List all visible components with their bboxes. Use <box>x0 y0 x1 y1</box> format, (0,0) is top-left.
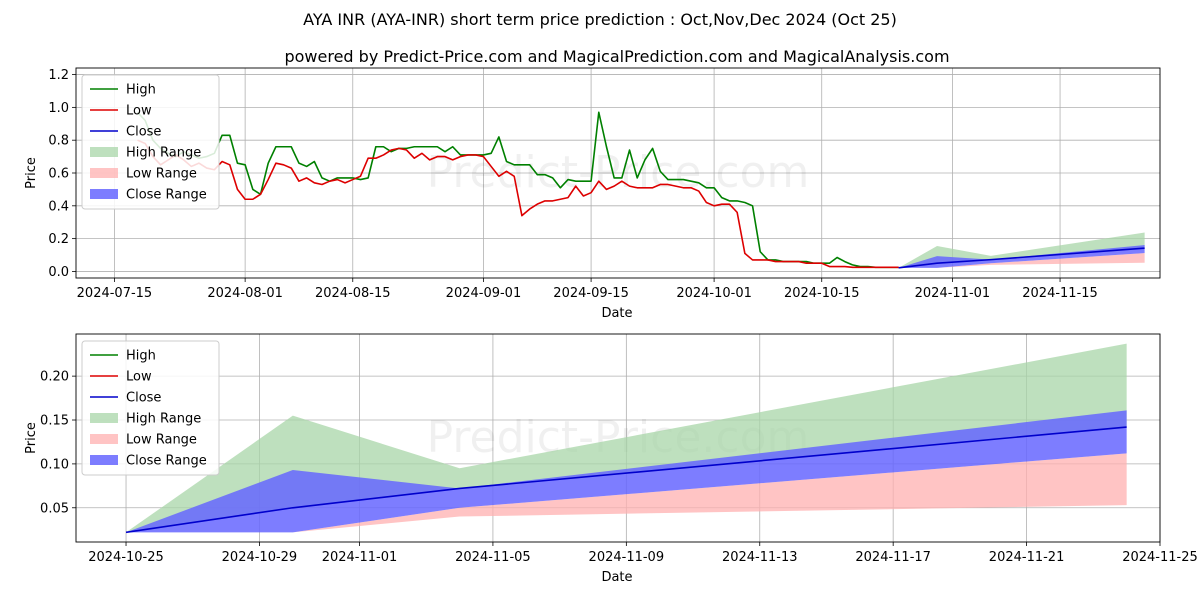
legend-swatch-high-range <box>90 413 118 423</box>
legend-swatch-close-range <box>90 189 118 199</box>
y-tick-label: 0.6 <box>48 167 69 182</box>
legend-label: Low Range <box>126 167 197 182</box>
legend-swatch-high-range <box>90 147 118 157</box>
legend-label: High Range <box>126 412 201 427</box>
low-series-line <box>137 139 899 269</box>
x-tick-label: 2024-10-25 <box>88 550 164 565</box>
chart-title: AYA INR (AYA-INR) short term price predi… <box>303 10 897 29</box>
legend-label: High <box>126 83 156 98</box>
legend-label: Close Range <box>126 188 207 203</box>
legend: High Low Close High Range Low Range Close Ran… <box>81 74 220 210</box>
legend-label: Close Range <box>126 454 207 469</box>
axes-frame <box>75 333 1161 543</box>
chart-subtitle: powered by Predict-Price.com and Magical… <box>284 47 949 66</box>
x-tick-label: 2024-11-21 <box>989 550 1065 565</box>
legend-label: Low <box>126 104 152 119</box>
y-tick-label: 0.2 <box>48 232 69 247</box>
legend-label: Low Range <box>126 433 197 448</box>
plot-area <box>125 343 1127 534</box>
overview-panel: 2024-07-15 2024-08-01 2024-08-15 2024-09-01… <box>24 67 1161 321</box>
x-tick-label: 2024-11-15 <box>1022 286 1098 301</box>
close-series-line <box>898 247 1145 269</box>
close-range-band <box>126 410 1127 533</box>
y-tick-label: 1.2 <box>48 68 69 83</box>
forecast-zoom-panel: 2024-10-25 2024-10-29 2024-11-01 2024-11-05… <box>24 333 1198 585</box>
x-tick-label: 2024-08-01 <box>207 286 283 301</box>
low-range-band <box>898 253 1145 268</box>
x-axis-label: Date <box>601 570 632 585</box>
x-tick-label: 2024-11-01 <box>915 286 991 301</box>
legend-swatch-low-range <box>90 434 118 444</box>
y-tick-label: 0.15 <box>40 414 69 429</box>
x-axis-label: Date <box>601 306 632 321</box>
x-tick-label: 2024-09-15 <box>553 286 629 301</box>
y-tick-label: 1.0 <box>48 101 69 116</box>
y-axis-label: Price <box>24 422 39 454</box>
legend: High Low Close High Range Low Range Close Ran… <box>81 340 220 476</box>
x-tick-label: 2024-11-25 <box>1122 550 1198 565</box>
legend-label: Close <box>126 125 161 140</box>
y-tick-label: 0.10 <box>40 457 69 472</box>
low-range-band <box>126 453 1127 533</box>
y-tick-label: 0.4 <box>48 199 69 214</box>
x-tick-label: 2024-11-17 <box>855 550 931 565</box>
watermark-text: Predict-Price.com <box>427 147 810 198</box>
close-series-line <box>125 426 1127 534</box>
legend-swatch-low-range <box>90 168 118 178</box>
legend-label: High Range <box>126 146 201 161</box>
x-tick-label: 2024-11-01 <box>322 550 398 565</box>
y-tick-label: 0.0 <box>48 265 69 280</box>
x-tick-label: 2024-09-01 <box>446 286 522 301</box>
legend-swatch-close-range <box>90 455 118 465</box>
x-tick-label: 2024-11-13 <box>722 550 798 565</box>
y-axis-label: Price <box>24 157 39 189</box>
x-tick-label: 2024-08-15 <box>315 286 391 301</box>
x-tick-label: 2024-10-29 <box>222 550 298 565</box>
y-tick-label: 0.05 <box>40 501 69 516</box>
y-tick-label: 0.20 <box>40 370 69 385</box>
x-tick-label: 2024-11-05 <box>455 550 531 565</box>
plot-area <box>136 111 1145 269</box>
legend-label: High <box>126 349 156 364</box>
x-tick-label: 2024-10-01 <box>676 286 752 301</box>
x-tick-label: 2024-11-09 <box>589 550 665 565</box>
x-tick-label: 2024-07-15 <box>77 286 153 301</box>
x-tick-label: 2024-10-15 <box>784 286 860 301</box>
y-tick-label: 0.8 <box>48 134 69 149</box>
high-series-line <box>136 111 899 269</box>
legend-label: Low <box>126 370 152 385</box>
legend-label: Close <box>126 391 161 406</box>
axes-frame <box>75 67 1161 279</box>
